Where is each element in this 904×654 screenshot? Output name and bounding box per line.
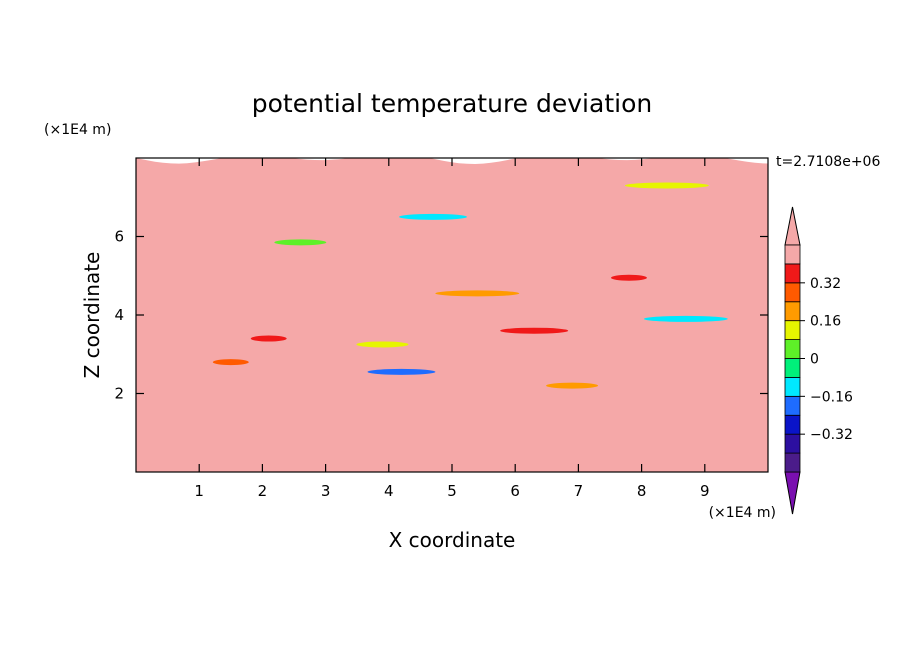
contour-streak-4 — [610, 274, 647, 281]
x-tick-label-8: 9 — [700, 482, 710, 500]
contour-streak-11 — [643, 315, 728, 322]
x-tick-label-2: 3 — [321, 482, 331, 500]
x-tick-label-7: 8 — [637, 482, 647, 500]
contour-streak-6 — [399, 213, 468, 220]
colorbar-over-arrow — [784, 206, 801, 246]
contour-bands — [136, 158, 768, 472]
colorbar-segment-4 — [784, 377, 801, 397]
colorbar: 0.32 0.16 0 −0.16 −0.32 — [784, 206, 853, 515]
colorbar-under-arrow — [784, 471, 801, 515]
contour-plot-area — [136, 158, 768, 472]
y-units-label: (×1E4 m) — [44, 122, 111, 138]
contour-band-0 — [136, 158, 768, 472]
x-axis-title: X coordinate — [389, 528, 516, 552]
colorbar-segment-10 — [784, 263, 801, 284]
y-tick-label-0: 2 — [114, 385, 124, 403]
x-tick-label-1: 2 — [258, 482, 268, 500]
contour-streak-9 — [546, 382, 599, 389]
y-axis-title: Z coordinate — [80, 252, 104, 379]
contour-streak-5 — [274, 239, 327, 246]
contour-streak-10 — [367, 368, 436, 375]
colorbar-segment-9 — [784, 282, 801, 303]
chart-title: potential temperature deviation — [252, 89, 652, 118]
colorbar-segment-1 — [784, 433, 801, 454]
colorbar-label-0: 0.32 — [810, 276, 841, 292]
colorbar-segment-11 — [784, 244, 801, 265]
colorbar-label-2: 0 — [810, 352, 819, 368]
y-tick-label-1: 4 — [114, 306, 124, 324]
colorbar-label-4: −0.32 — [810, 427, 853, 443]
time-label: t=2.7108e+06 — [776, 154, 880, 170]
contour-streak-1 — [356, 341, 409, 348]
colorbar-segment-2 — [784, 414, 801, 435]
colorbar-label-3: −0.16 — [810, 389, 853, 405]
colorbar-segment-0 — [784, 452, 801, 473]
contour-streak-3 — [435, 290, 520, 297]
contour-streak-7 — [624, 182, 709, 189]
colorbar-segment-3 — [784, 395, 801, 416]
x-tick-label-0: 1 — [194, 482, 204, 500]
y-axis: 2 4 6 — [114, 228, 768, 403]
colorbar-segment-8 — [784, 301, 801, 322]
colorbar-segment-7 — [784, 320, 801, 340]
colorbar-segment-5 — [784, 358, 801, 378]
colorbar-segment-6 — [784, 339, 801, 359]
x-tick-label-3: 4 — [384, 482, 394, 500]
x-axis: 1 2 3 4 5 6 7 8 9 — [194, 158, 710, 500]
x-tick-label-5: 6 — [510, 482, 520, 500]
contour-streak-0 — [250, 335, 287, 342]
contour-streak-8 — [212, 359, 249, 366]
contour-streak-2 — [500, 327, 569, 334]
y-tick-label-2: 6 — [114, 228, 124, 246]
x-tick-label-6: 7 — [574, 482, 584, 500]
colorbar-label-1: 0.16 — [810, 314, 841, 330]
x-units-label: (×1E4 m) — [709, 505, 776, 521]
x-tick-label-4: 5 — [447, 482, 457, 500]
